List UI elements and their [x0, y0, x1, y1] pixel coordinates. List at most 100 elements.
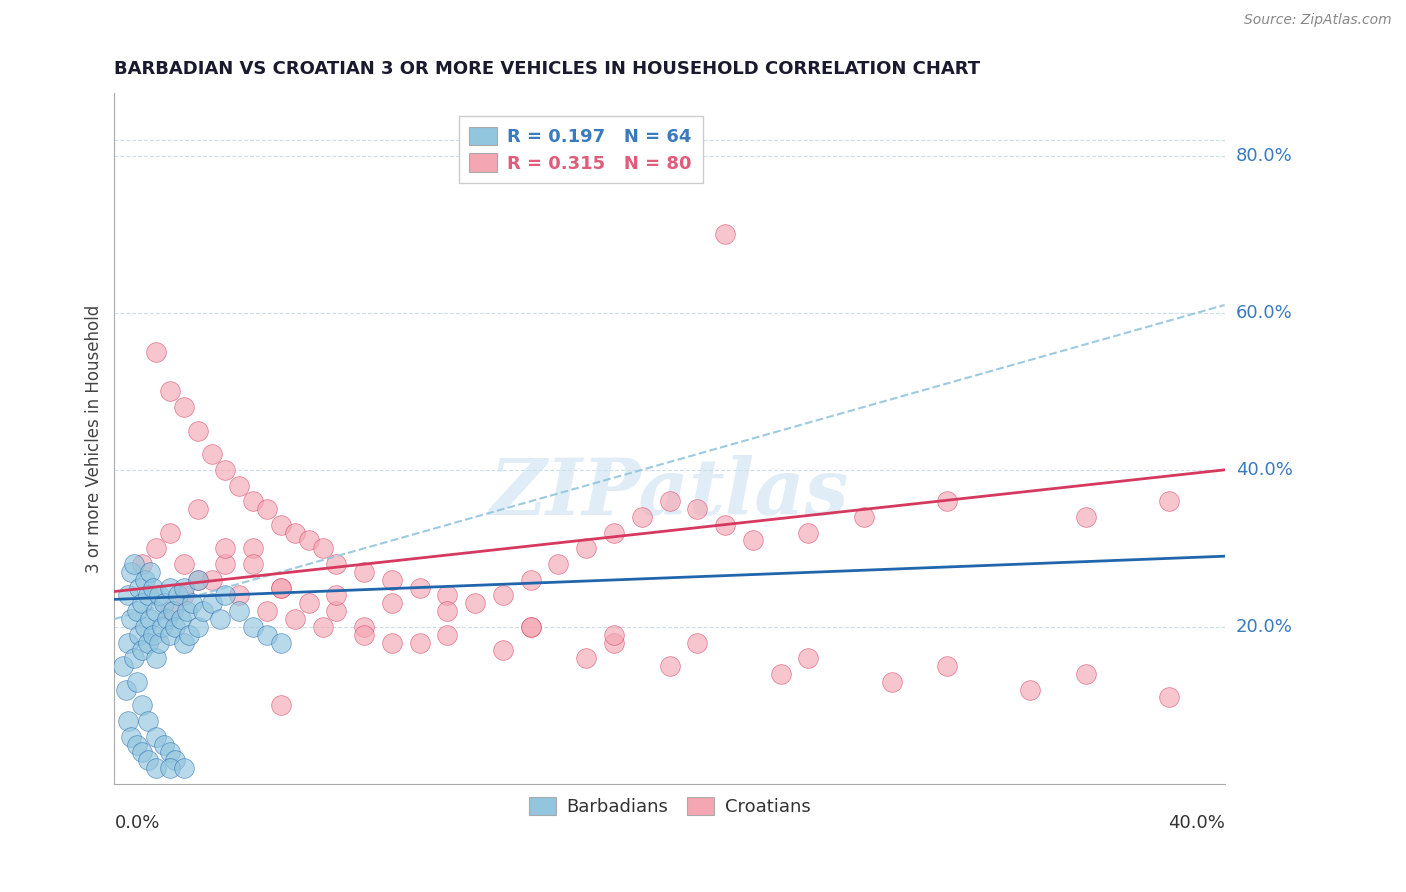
Point: [139, 565, 162, 579]
Point: [187, 573, 209, 587]
Point: [208, 612, 231, 626]
Point: [173, 400, 195, 414]
Point: [187, 620, 209, 634]
Point: [159, 628, 181, 642]
Point: [325, 589, 347, 603]
Point: [1074, 510, 1097, 524]
Point: [159, 384, 181, 399]
Point: [242, 494, 264, 508]
Point: [136, 753, 159, 767]
Point: [436, 589, 458, 603]
Point: [111, 659, 134, 673]
Point: [714, 227, 737, 242]
Point: [159, 761, 181, 775]
Point: [325, 557, 347, 571]
Point: [125, 604, 148, 618]
Point: [242, 541, 264, 556]
Point: [492, 643, 515, 657]
Point: [214, 463, 236, 477]
Point: [145, 604, 167, 618]
Point: [200, 596, 222, 610]
Point: [464, 596, 486, 610]
Point: [145, 730, 167, 744]
Point: [120, 730, 142, 744]
Point: [200, 447, 222, 461]
Point: [603, 525, 626, 540]
Point: [603, 628, 626, 642]
Point: [136, 589, 159, 603]
Point: [519, 620, 541, 634]
Point: [381, 573, 404, 587]
Point: [228, 589, 250, 603]
Point: [270, 581, 292, 595]
Point: [128, 581, 150, 595]
Point: [256, 502, 278, 516]
Point: [880, 674, 903, 689]
Point: [179, 628, 201, 642]
Point: [409, 635, 432, 649]
Point: [686, 635, 709, 649]
Point: [741, 533, 763, 548]
Point: [936, 494, 959, 508]
Point: [162, 604, 184, 618]
Point: [122, 557, 145, 571]
Text: 40.0%: 40.0%: [1236, 461, 1292, 479]
Point: [228, 478, 250, 492]
Point: [270, 517, 292, 532]
Point: [381, 635, 404, 649]
Point: [519, 573, 541, 587]
Point: [603, 635, 626, 649]
Text: 40.0%: 40.0%: [1168, 814, 1225, 832]
Point: [165, 753, 187, 767]
Legend: Barbadians, Croatians: Barbadians, Croatians: [522, 789, 817, 823]
Point: [381, 596, 404, 610]
Point: [134, 620, 156, 634]
Point: [714, 517, 737, 532]
Point: [575, 651, 598, 665]
Point: [298, 533, 321, 548]
Text: Source: ZipAtlas.com: Source: ZipAtlas.com: [1244, 13, 1392, 28]
Point: [852, 510, 875, 524]
Point: [409, 581, 432, 595]
Point: [139, 612, 162, 626]
Point: [256, 628, 278, 642]
Point: [547, 557, 569, 571]
Point: [187, 573, 209, 587]
Point: [492, 589, 515, 603]
Point: [170, 612, 193, 626]
Point: [159, 581, 181, 595]
Point: [117, 714, 139, 728]
Point: [156, 612, 179, 626]
Point: [120, 565, 142, 579]
Point: [125, 738, 148, 752]
Point: [159, 746, 181, 760]
Point: [436, 604, 458, 618]
Point: [519, 620, 541, 634]
Point: [142, 581, 165, 595]
Point: [131, 698, 153, 713]
Point: [131, 596, 153, 610]
Point: [630, 510, 652, 524]
Point: [270, 581, 292, 595]
Point: [242, 620, 264, 634]
Point: [145, 345, 167, 359]
Text: 60.0%: 60.0%: [1236, 304, 1292, 322]
Point: [148, 589, 170, 603]
Point: [270, 635, 292, 649]
Point: [436, 628, 458, 642]
Point: [936, 659, 959, 673]
Point: [145, 541, 167, 556]
Point: [117, 635, 139, 649]
Text: BARBADIAN VS CROATIAN 3 OR MORE VEHICLES IN HOUSEHOLD CORRELATION CHART: BARBADIAN VS CROATIAN 3 OR MORE VEHICLES…: [114, 60, 980, 78]
Point: [159, 525, 181, 540]
Point: [145, 761, 167, 775]
Point: [167, 589, 190, 603]
Point: [145, 651, 167, 665]
Point: [173, 635, 195, 649]
Point: [1157, 690, 1180, 705]
Point: [658, 494, 681, 508]
Point: [136, 714, 159, 728]
Point: [284, 525, 307, 540]
Point: [159, 604, 181, 618]
Point: [173, 557, 195, 571]
